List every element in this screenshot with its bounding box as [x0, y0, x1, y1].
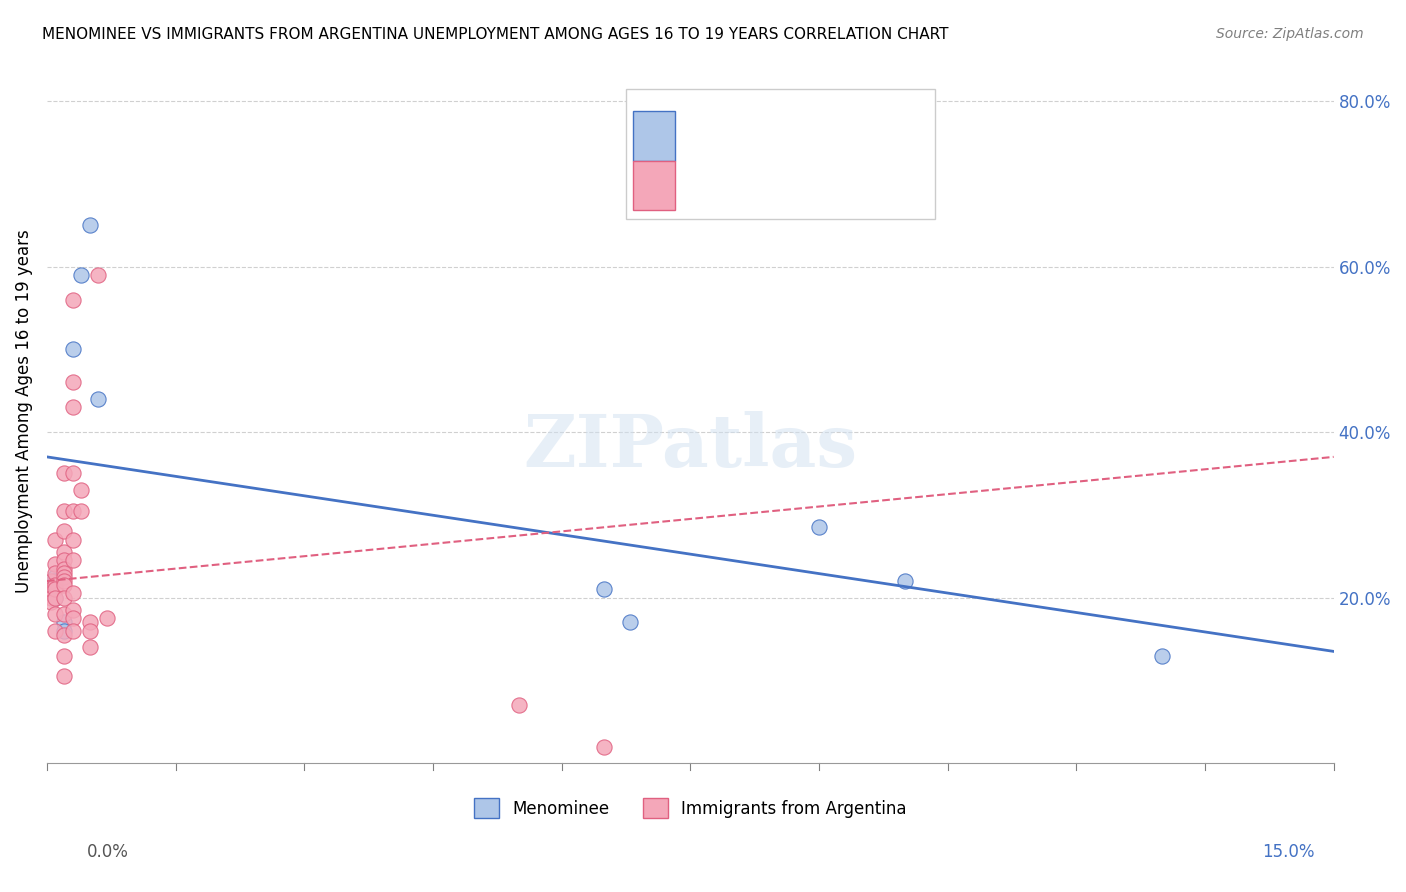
Point — [70, 268, 93, 282]
Point — [62, 603, 84, 617]
Text: ZIPatlas: ZIPatlas — [523, 411, 858, 482]
Point — [62, 376, 84, 390]
Point — [53, 561, 76, 575]
Legend: Menominee, Immigrants from Argentina: Menominee, Immigrants from Argentina — [467, 791, 914, 825]
Point — [62, 401, 84, 415]
Point — [53, 615, 76, 630]
Point — [44, 591, 66, 605]
Point — [44, 591, 66, 605]
Point — [53, 570, 76, 584]
Point — [79, 218, 101, 232]
Point — [44, 570, 66, 584]
Point — [44, 624, 66, 638]
Point — [96, 611, 118, 625]
Point — [53, 624, 76, 638]
Point — [593, 739, 616, 754]
Point — [62, 586, 84, 600]
Point — [39, 582, 62, 597]
Point — [62, 624, 84, 638]
Point — [70, 483, 93, 497]
Point — [508, 698, 530, 713]
Point — [53, 504, 76, 518]
Point — [593, 582, 616, 597]
Point — [53, 574, 76, 588]
Point — [44, 582, 66, 597]
Text: Source: ZipAtlas.com: Source: ZipAtlas.com — [1216, 27, 1364, 41]
Point — [619, 615, 641, 630]
Point — [79, 615, 101, 630]
Point — [807, 520, 830, 534]
Point — [53, 524, 76, 539]
Point — [62, 467, 84, 481]
Point — [87, 268, 110, 282]
Point — [44, 578, 66, 592]
Point — [44, 533, 66, 547]
Point — [53, 669, 76, 683]
Point — [53, 591, 76, 605]
Point — [62, 343, 84, 357]
Point — [62, 611, 84, 625]
Point — [62, 533, 84, 547]
Point — [62, 293, 84, 307]
Point — [39, 574, 62, 588]
Point — [44, 578, 66, 592]
Point — [70, 504, 93, 518]
Text: R =   0.158   N = 47: R = 0.158 N = 47 — [686, 171, 852, 186]
Point — [79, 640, 101, 655]
Point — [39, 591, 62, 605]
Y-axis label: Unemployment Among Ages 16 to 19 years: Unemployment Among Ages 16 to 19 years — [15, 229, 32, 593]
Point — [1152, 648, 1174, 663]
Text: 0.0%: 0.0% — [87, 843, 129, 861]
Point — [53, 467, 76, 481]
Point — [62, 504, 84, 518]
Point — [62, 553, 84, 567]
Point — [79, 624, 101, 638]
Text: R = -0.349   N = 13: R = -0.349 N = 13 — [686, 111, 848, 125]
Text: MENOMINEE VS IMMIGRANTS FROM ARGENTINA UNEMPLOYMENT AMONG AGES 16 TO 19 YEARS CO: MENOMINEE VS IMMIGRANTS FROM ARGENTINA U… — [42, 27, 949, 42]
Point — [44, 574, 66, 588]
Point — [53, 607, 76, 622]
Point — [53, 545, 76, 559]
Point — [53, 648, 76, 663]
Point — [44, 566, 66, 580]
Point — [53, 553, 76, 567]
Point — [893, 574, 915, 588]
Point — [44, 558, 66, 572]
Point — [53, 566, 76, 580]
Point — [87, 392, 110, 406]
Point — [39, 595, 62, 609]
Point — [44, 607, 66, 622]
Text: 15.0%: 15.0% — [1263, 843, 1315, 861]
Point — [53, 578, 76, 592]
Point — [53, 628, 76, 642]
